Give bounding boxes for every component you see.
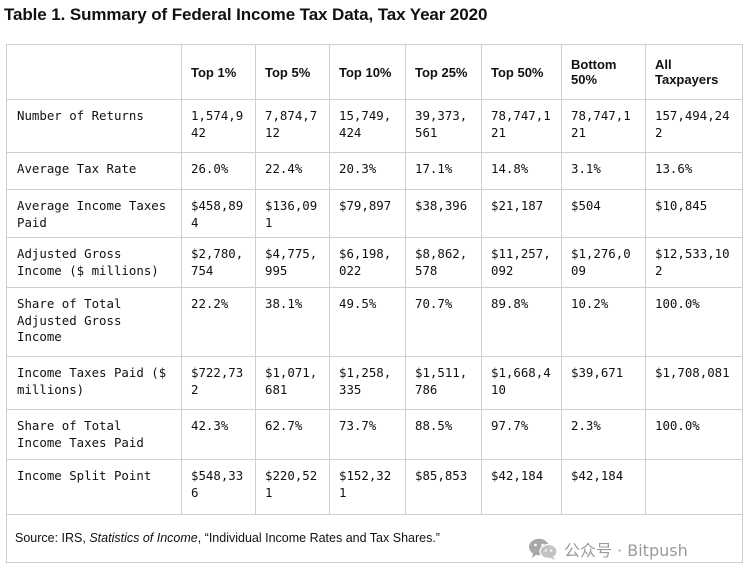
table-cell (645, 459, 743, 515)
watermark-text: 公众号 · Bitpush (564, 541, 688, 560)
table-cell: 14.8% (481, 152, 562, 190)
table-row: Adjusted Gross Income ($ millions) $2,780… (6, 237, 743, 288)
table-cell: 7,874,712 (255, 99, 330, 153)
table-title: Table 1. Summary of Federal Income Tax D… (4, 5, 488, 24)
table-cell: 3.1% (561, 152, 646, 190)
table-cell: 38.1% (255, 287, 330, 357)
table-cell: $85,853 (405, 459, 482, 515)
watermark: 公众号 · Bitpush (528, 537, 688, 561)
table-cell: $722,732 (181, 356, 256, 410)
table-cell: $8,862,578 (405, 237, 482, 288)
table-cell: $2,780,754 (181, 237, 256, 288)
table-cell: 22.4% (255, 152, 330, 190)
table-cell: $1,668,410 (481, 356, 562, 410)
table-row: Income Taxes Paid ($ millions) $722,732 $1… (6, 356, 743, 410)
table-cell: 88.5% (405, 409, 482, 460)
table-cell: $4,775,995 (255, 237, 330, 288)
header-row: Top 1% Top 5% Top 10% Top 25% Top 50% Bottom … (6, 44, 743, 100)
table-cell: 89.8% (481, 287, 562, 357)
source-prefix: Source: IRS, (15, 531, 90, 546)
row-label: Share of Total Adjusted Gross Income (6, 287, 182, 357)
row-label: Average Tax Rate (6, 152, 182, 190)
source-suffix: , “Individual Income Rates and Tax Share… (197, 531, 440, 546)
wechat-icon (529, 538, 558, 560)
column-header: Top 1% (181, 44, 256, 100)
row-label: Number of Returns (6, 99, 182, 153)
table-cell: $136,091 (255, 189, 330, 238)
table-cell: $39,671 (561, 356, 646, 410)
table-cell: 70.7% (405, 287, 482, 357)
table-cell: $548,336 (181, 459, 256, 515)
table-cell: 100.0% (645, 287, 743, 357)
table-cell: 49.5% (329, 287, 406, 357)
table-row: Share of Total Income Taxes Paid 42.3% 62.… (6, 409, 743, 460)
column-header: All Taxpayers (645, 44, 743, 100)
row-label: Adjusted Gross Income ($ millions) (6, 237, 182, 288)
column-header: Top 50% (481, 44, 562, 100)
table-cell: $38,396 (405, 189, 482, 238)
table-cell: $79,897 (329, 189, 406, 238)
table-cell: $6,198,022 (329, 237, 406, 288)
source-note: Source: IRS, Statistics of Income, “Indi… (6, 514, 743, 563)
table-cell: 10.2% (561, 287, 646, 357)
table-cell: $458,894 (181, 189, 256, 238)
table-cell: 1,574,942 (181, 99, 256, 153)
table-cell: 62.7% (255, 409, 330, 460)
table-cell: $12,533,102 (645, 237, 743, 288)
table-cell: $220,521 (255, 459, 330, 515)
row-label: Income Split Point (6, 459, 182, 515)
source-row: Source: IRS, Statistics of Income, “Indi… (6, 514, 743, 563)
column-header: Top 5% (255, 44, 330, 100)
table-row: Income Split Point $548,336 $220,521 $152,3… (6, 459, 743, 515)
table-cell: 26.0% (181, 152, 256, 190)
source-publication: Statistics of Income (89, 531, 198, 546)
table-cell: 20.3% (329, 152, 406, 190)
table-cell: 78,747,121 (561, 99, 646, 153)
table-cell: $42,184 (481, 459, 562, 515)
table-row: Average Income Taxes Paid $458,894 $136,09… (6, 189, 743, 238)
table-cell: $1,258,335 (329, 356, 406, 410)
table-cell: 13.6% (645, 152, 743, 190)
table-cell: $1,071,681 (255, 356, 330, 410)
table-row: Share of Total Adjusted Gross Income 22.2… (6, 287, 743, 357)
table-cell: 97.7% (481, 409, 562, 460)
table-cell: 17.1% (405, 152, 482, 190)
table-cell: $42,184 (561, 459, 646, 515)
table-cell: $1,276,009 (561, 237, 646, 288)
table-row: Number of Returns 1,574,942 7,874,712 15,74… (6, 99, 743, 153)
table-cell: 22.2% (181, 287, 256, 357)
row-label: Share of Total Income Taxes Paid (6, 409, 182, 460)
column-header: Bottom 50% (561, 44, 646, 100)
table-cell: 78,747,121 (481, 99, 562, 153)
table-cell: $10,845 (645, 189, 743, 238)
table-cell: $504 (561, 189, 646, 238)
table-cell: $21,187 (481, 189, 562, 238)
header-cell-blank (6, 44, 182, 100)
column-header: Top 25% (405, 44, 482, 100)
table-cell: 39,373,561 (405, 99, 482, 153)
table-cell: 73.7% (329, 409, 406, 460)
table-cell: 42.3% (181, 409, 256, 460)
table-cell: 2.3% (561, 409, 646, 460)
row-label: Income Taxes Paid ($ millions) (6, 356, 182, 410)
table-cell: $1,708,081 (645, 356, 743, 410)
table-cell: $1,511,786 (405, 356, 482, 410)
table-cell: 157,494,242 (645, 99, 743, 153)
column-header: Top 10% (329, 44, 406, 100)
table-cell: $11,257,092 (481, 237, 562, 288)
table-cell: 100.0% (645, 409, 743, 460)
table-row: Average Tax Rate 26.0% 22.4% 20.3% 17.1% 14.8… (6, 152, 743, 190)
tax-data-table: Top 1% Top 5% Top 10% Top 25% Top 50% Bottom … (6, 44, 743, 563)
table-cell: 15,749,424 (329, 99, 406, 153)
table-cell: $152,321 (329, 459, 406, 515)
row-label: Average Income Taxes Paid (6, 189, 182, 238)
